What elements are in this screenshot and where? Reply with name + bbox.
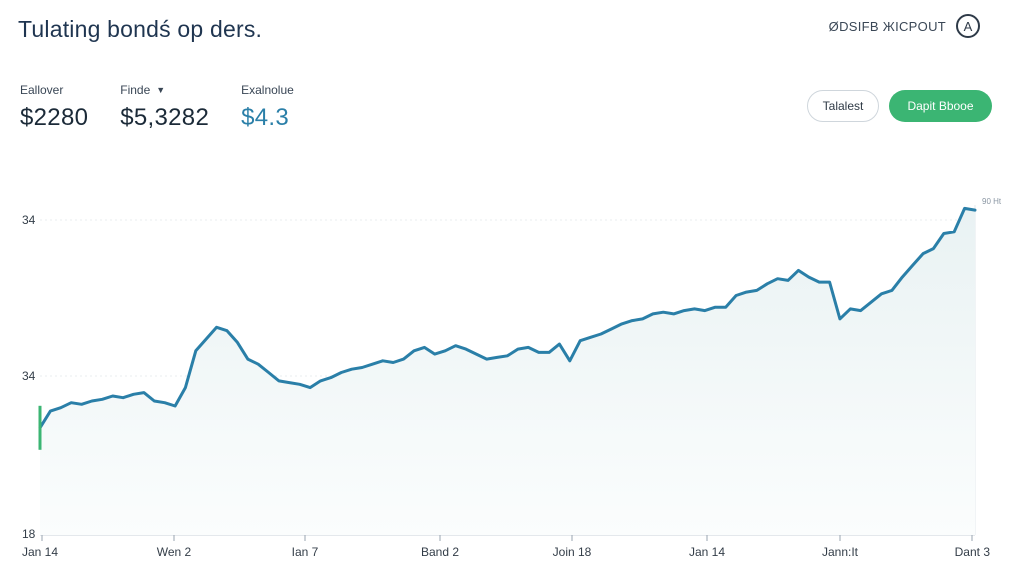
primary-button[interactable]: Dapit Bbooe [889, 90, 992, 122]
page-title: Tulating bondś op ders. [18, 16, 263, 42]
chart-area [40, 208, 975, 535]
x-tick-label: Join 18 [553, 545, 592, 559]
x-tick-label: Dant 3 [955, 545, 991, 559]
x-axis: Jan 14 Wen 2 Ian 7 Band 2 Join 18 Jan 14 Jann:… [22, 535, 990, 559]
x-tick-label: Jann:It [822, 545, 859, 559]
x-tick-label: Jan 14 [22, 545, 58, 559]
x-tick-label: Wen 2 [157, 545, 192, 559]
stat-label: Eallover [20, 83, 64, 97]
stat-value: $2280 [20, 104, 89, 131]
secondary-button[interactable]: Talalest [807, 90, 879, 122]
x-tick-label: Jan 14 [689, 545, 725, 559]
account-label[interactable]: ØDSIFB ЖICPOUT [828, 18, 946, 34]
y-tick-label: 34 [22, 369, 36, 383]
avatar[interactable]: A [956, 14, 980, 38]
y-axis: 34 34 18 [22, 213, 36, 541]
chevron-down-icon[interactable]: ▼ [156, 85, 166, 95]
stat-value-change: Exalnolue $4.3 [241, 82, 294, 132]
x-tick-label: Band 2 [421, 545, 459, 559]
stat-finde: Finde ▼ $5,3282 [120, 82, 209, 132]
stats-row: Eallover $2280 Finde ▼ $5,3282 Exalnolue… [20, 82, 326, 132]
stat-balance: Eallover $2280 [20, 82, 88, 132]
y-tick-label: 34 [22, 213, 36, 227]
stat-value: $4.3 [241, 104, 290, 131]
stat-value: $5,3282 [120, 104, 210, 131]
chart-line [38, 206, 977, 430]
y-tick-label: 18 [22, 527, 36, 541]
stat-dropdown[interactable]: Finde ▼ [120, 83, 166, 97]
account-menu[interactable]: ØDSIFB ЖICPOUT A [829, 12, 980, 40]
end-label: 90 Ht [982, 197, 1002, 206]
stat-label: Exalnolue [241, 83, 294, 97]
x-tick-label: Ian 7 [292, 545, 319, 559]
